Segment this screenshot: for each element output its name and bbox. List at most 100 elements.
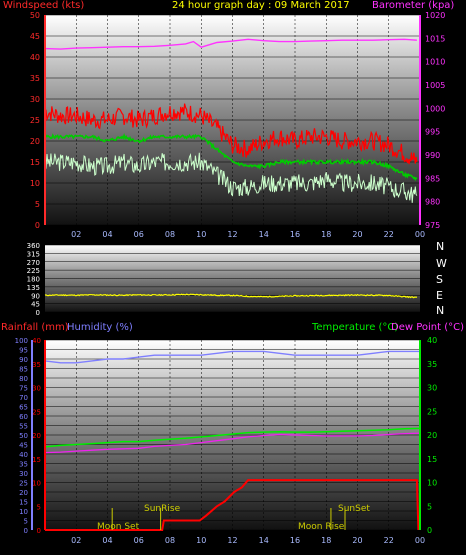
humidity-y-tick-label: 35 xyxy=(19,461,28,469)
humidity-y-tick-label: 90 xyxy=(19,356,28,364)
humidity-y-tick-label: 70 xyxy=(19,394,28,402)
rain-x-tick-label: 04 xyxy=(102,536,112,545)
wind-x-tick-label: 04 xyxy=(102,230,112,239)
rain-x-tick-label: 14 xyxy=(259,536,269,545)
direction-y-tick-label: 360 xyxy=(27,242,40,250)
rain-x-tick-label: 12 xyxy=(227,536,237,545)
barometer-y-tick-label: 1010 xyxy=(425,58,445,67)
compass-label-s: S xyxy=(436,273,443,286)
rain-x-tick-label: 22 xyxy=(384,536,394,545)
direction-series-line xyxy=(44,293,418,299)
humidity-y-tick-label: 20 xyxy=(19,489,28,497)
barometer-axis-title: Barometer (kpa) xyxy=(372,0,455,11)
humidity-axis-title: Humidity (%) xyxy=(67,322,133,333)
wind-y-tick-label: 10 xyxy=(30,179,40,188)
wind-x-tick-label: 06 xyxy=(134,230,144,239)
wind-x-tick-label: 14 xyxy=(259,230,269,239)
rain-y-tick-label: 20 xyxy=(32,432,41,440)
temperature-y-tick-label: 20 xyxy=(427,431,437,440)
rain-y-tick-label: 15 xyxy=(32,456,41,464)
temperature-y-tick-label: 40 xyxy=(427,336,437,345)
wind-x-tick-label: 16 xyxy=(290,230,300,239)
dewpoint-axis-title: Dew Point (°C) xyxy=(391,322,465,333)
rain-y-tick-label: 0 xyxy=(37,527,41,535)
rain-x-tick-label: 06 xyxy=(134,536,144,545)
humidity-y-tick-label: 40 xyxy=(19,451,28,459)
humidity-y-tick-label: 60 xyxy=(19,413,28,421)
direction-y-tick-label: 0 xyxy=(36,309,40,317)
temperature-y-tick-label: 25 xyxy=(427,407,437,416)
wind-y-tick-label: 50 xyxy=(30,11,40,20)
rain-x-tick-label: 02 xyxy=(71,536,81,545)
event-sunset: SunSet xyxy=(338,504,370,514)
wind-y-tick-label: 25 xyxy=(30,116,40,125)
humidity-y-tick-label: 65 xyxy=(19,404,28,412)
barometer-y-tick-label: 1015 xyxy=(425,34,445,43)
wind-x-tick-label: 20 xyxy=(352,230,362,239)
compass-label-n-bottom: N xyxy=(436,304,445,317)
direction-y-tick-label: 225 xyxy=(27,267,40,275)
wind-x-tick-label: 02 xyxy=(71,230,81,239)
rain-y-tick-label: 40 xyxy=(32,337,41,345)
barometer-series-line xyxy=(44,38,417,50)
direction-y-tick-label: 90 xyxy=(31,292,40,300)
wind-y-tick-label: 20 xyxy=(30,137,40,146)
windspeed-axis-title: Windspeed (kts) xyxy=(3,0,85,11)
rain-x-tick-label: 20 xyxy=(352,536,362,545)
barometer-y-tick-label: 990 xyxy=(425,151,440,160)
wind-x-tick-label: 12 xyxy=(227,230,237,239)
direction-y-tick-label: 135 xyxy=(27,284,40,292)
temperature-y-tick-label: 5 xyxy=(427,502,432,511)
barometer-y-tick-label: 1020 xyxy=(425,11,445,20)
humidity-y-tick-label: 80 xyxy=(19,375,28,383)
wind-y-tick-label: 15 xyxy=(30,158,40,167)
barometer-y-tick-label: 1005 xyxy=(425,81,445,90)
temperature-series-line xyxy=(44,427,421,448)
humidity-y-tick-label: 10 xyxy=(19,508,28,516)
temperature-axis-title: Temperature (°C) xyxy=(312,322,399,333)
rain-y-tick-label: 35 xyxy=(32,361,41,369)
event-moon-set: Moon Set xyxy=(97,522,140,532)
barometer-y-tick-label: 975 xyxy=(425,221,440,230)
wind-x-tick-label: 10 xyxy=(196,230,206,239)
barometer-y-tick-label: 985 xyxy=(425,174,440,183)
temperature-y-tick-label: 30 xyxy=(427,384,437,393)
direction-y-tick-label: 45 xyxy=(31,301,40,309)
rain-x-tick-label: 10 xyxy=(196,536,206,545)
barometer-y-tick-label: 980 xyxy=(425,198,440,207)
speed-series-line xyxy=(44,152,418,203)
dewpoint-series-line xyxy=(44,432,421,454)
wind-x-tick-label: 22 xyxy=(384,230,394,239)
wind-y-tick-label: 45 xyxy=(30,32,40,41)
humidity-y-tick-label: 45 xyxy=(19,442,28,450)
rain-x-tick-label: 16 xyxy=(290,536,300,545)
humidity-y-tick-label: 95 xyxy=(19,347,28,355)
wind-y-tick-label: 30 xyxy=(30,95,40,104)
wind-x-tick-label: 00 xyxy=(415,230,425,239)
event-moon-rise: Moon Rise xyxy=(298,522,345,532)
humidity-y-tick-label: 75 xyxy=(19,385,28,393)
rainfall-series-line xyxy=(45,479,420,531)
compass-label-n-top: N xyxy=(436,240,445,253)
barometer-y-tick-label: 1000 xyxy=(425,104,445,113)
humidity-y-tick-label: 15 xyxy=(19,499,28,507)
rain-y-tick-label: 5 xyxy=(37,503,41,511)
humidity-y-tick-label: 30 xyxy=(19,470,28,478)
direction-y-tick-label: 270 xyxy=(27,259,40,267)
compass-label-w: W xyxy=(436,257,447,270)
humidity-y-tick-label: 25 xyxy=(19,480,28,488)
rain-x-tick-label: 00 xyxy=(415,536,425,545)
wind-y-tick-label: 0 xyxy=(35,221,40,230)
wind-y-tick-label: 40 xyxy=(30,53,40,62)
temperature-y-tick-label: 35 xyxy=(427,360,437,369)
wind-x-tick-label: 18 xyxy=(321,230,331,239)
wind-y-tick-label: 5 xyxy=(35,200,40,209)
rain-y-tick-label: 10 xyxy=(32,480,41,488)
wind-x-tick-label: 08 xyxy=(165,230,175,239)
temperature-y-tick-label: 10 xyxy=(427,479,437,488)
compass-label-e: E xyxy=(436,289,443,302)
humidity-y-tick-label: 55 xyxy=(19,423,28,431)
rain-y-tick-label: 25 xyxy=(32,408,41,416)
